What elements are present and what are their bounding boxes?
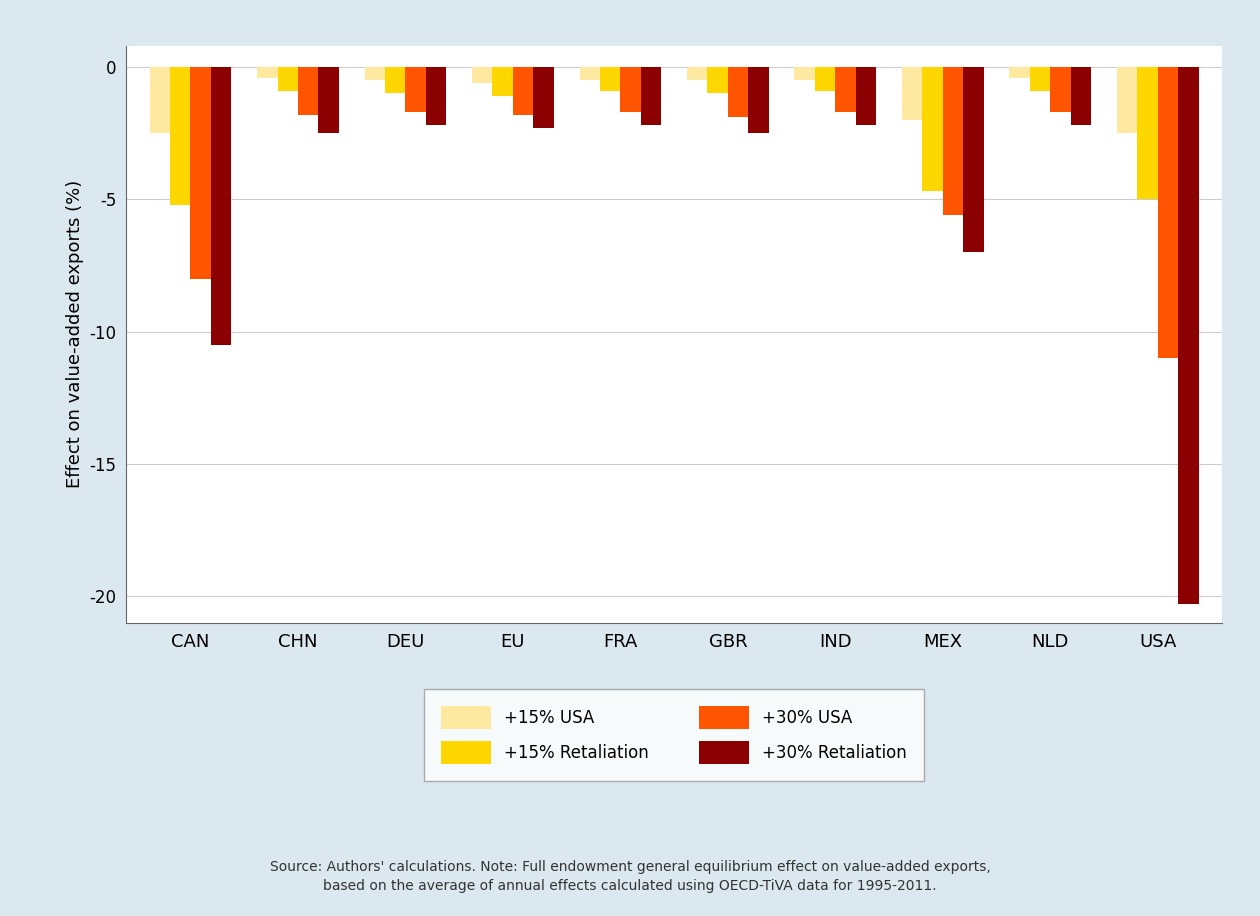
Bar xyxy=(1029,67,1051,91)
Bar xyxy=(835,67,856,112)
Y-axis label: Effect on value-added exports (%): Effect on value-added exports (%) xyxy=(66,180,83,488)
Bar xyxy=(297,67,319,114)
Bar xyxy=(210,67,232,345)
Bar xyxy=(748,67,769,133)
Bar xyxy=(963,67,984,252)
Bar xyxy=(364,67,386,81)
Bar xyxy=(728,67,748,117)
Bar xyxy=(493,67,513,96)
Bar xyxy=(277,67,297,91)
Bar xyxy=(257,67,277,78)
Legend: +15% USA, +15% Retaliation, +30% USA, +30% Retaliation: +15% USA, +15% Retaliation, +30% USA, +3… xyxy=(425,689,924,781)
Bar xyxy=(1051,67,1071,112)
Bar xyxy=(1071,67,1091,125)
Bar xyxy=(902,67,922,120)
Bar xyxy=(150,67,170,133)
Bar xyxy=(513,67,533,114)
Bar xyxy=(795,67,815,81)
Bar xyxy=(533,67,553,128)
Bar xyxy=(1116,67,1138,133)
Bar xyxy=(1009,67,1029,78)
Bar xyxy=(426,67,446,125)
Bar xyxy=(406,67,426,112)
Bar xyxy=(170,67,190,204)
Bar xyxy=(600,67,620,91)
Bar xyxy=(620,67,641,112)
Bar xyxy=(922,67,942,191)
Bar xyxy=(641,67,662,125)
Text: Source: Authors' calculations. Note: Full endowment general equilibrium effect o: Source: Authors' calculations. Note: Ful… xyxy=(270,859,990,893)
Bar xyxy=(1158,67,1178,358)
Bar xyxy=(707,67,728,93)
Bar xyxy=(942,67,963,215)
Bar xyxy=(580,67,600,81)
Bar xyxy=(1178,67,1198,605)
Bar xyxy=(190,67,210,278)
Bar xyxy=(386,67,406,93)
Bar xyxy=(472,67,493,82)
Bar xyxy=(815,67,835,91)
Bar xyxy=(687,67,707,81)
Bar xyxy=(856,67,876,125)
Bar xyxy=(1138,67,1158,200)
Bar xyxy=(319,67,339,133)
